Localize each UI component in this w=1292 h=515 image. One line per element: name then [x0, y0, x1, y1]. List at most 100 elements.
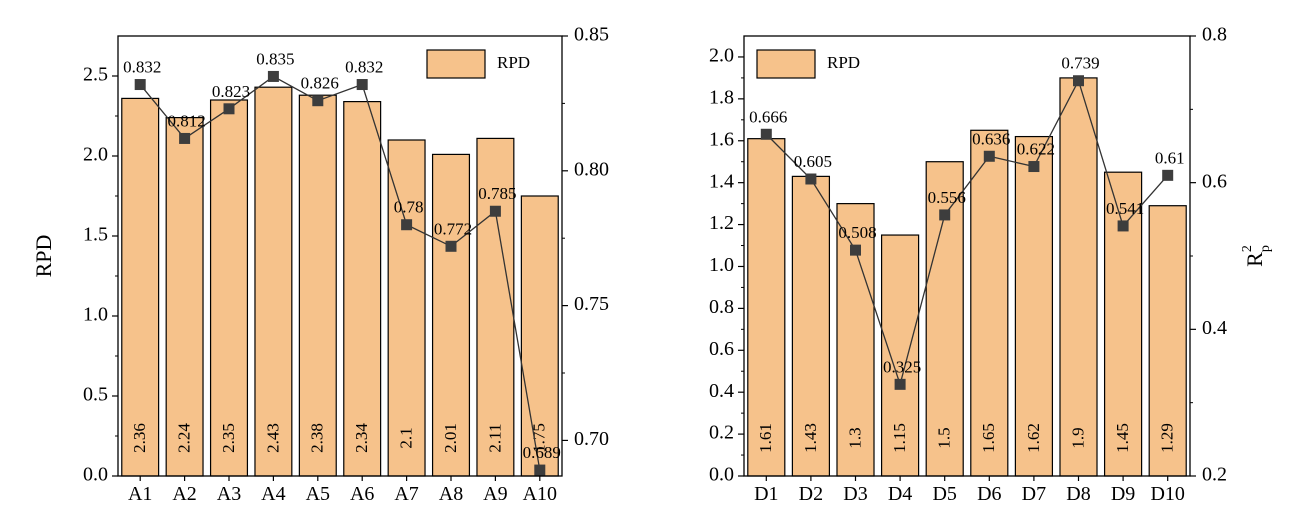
series-line: [139, 75, 541, 471]
legend-swatch: [756, 49, 816, 79]
bar-value-label: 2.38: [308, 423, 327, 453]
legend-label: RPD: [827, 53, 860, 72]
line-value-label: 0.508: [838, 223, 876, 242]
y-right-tick-label: 0.8: [1202, 24, 1227, 46]
line-marker: [1028, 161, 1040, 173]
bar: [209, 99, 249, 477]
plot-frame: [117, 35, 563, 477]
x-tick-label: A1: [128, 483, 152, 505]
bar: [1059, 77, 1098, 477]
bar-value-label: 1.75: [530, 423, 549, 453]
line-marker: [134, 79, 146, 91]
line-marker: [1117, 220, 1129, 232]
bar: [747, 138, 786, 477]
x-tick-label: D6: [977, 483, 1001, 505]
line-value-label: 0.823: [212, 82, 250, 101]
line-marker: [534, 464, 546, 476]
y-tick-label: 0.0: [709, 464, 734, 486]
bar: [121, 97, 160, 477]
line-value-label: 0.666: [749, 107, 787, 126]
bar-value-label: 2.11: [485, 423, 504, 452]
bar-value-label: 2.36: [130, 423, 149, 453]
y-tick-label: 0.8: [709, 296, 734, 318]
bar-value-label: 1.45: [1113, 423, 1132, 453]
y-right-axis-label-sub: p: [1258, 245, 1273, 252]
x-tick-label: D4: [888, 483, 912, 505]
line-marker: [983, 150, 995, 162]
line-marker: [894, 378, 906, 390]
y-tick-label: 0.6: [709, 338, 734, 360]
line-marker: [356, 79, 368, 91]
y-right-axis-label: R2 p: [1240, 245, 1273, 267]
line-marker: [267, 70, 279, 82]
x-tick-label: A2: [172, 483, 196, 505]
y-right-tick-label: 0.80: [574, 158, 609, 180]
bar-value-label: 2.34: [352, 423, 371, 453]
line-value-label: 0.78: [394, 198, 424, 217]
bar: [343, 100, 382, 477]
x-tick-label: D3: [843, 483, 867, 505]
line-value-label: 0.541: [1106, 199, 1144, 218]
x-tick-label: D8: [1066, 483, 1090, 505]
bar: [165, 116, 204, 477]
bar-value-label: 2.24: [175, 423, 194, 453]
y-axis-label: RPD: [31, 235, 56, 278]
bar-value-label: 1.29: [1158, 423, 1177, 453]
bar-value-label: 1.5: [935, 427, 954, 448]
bar: [520, 195, 559, 477]
bar-value-label: 1.9: [1068, 427, 1087, 448]
x-tick-label: A10: [523, 483, 557, 505]
bar-value-label: 2.1: [397, 427, 416, 448]
line-marker: [223, 103, 235, 115]
bar-value-label: 2.43: [263, 423, 282, 453]
y-tick-label: 0.2: [709, 422, 734, 444]
line-marker: [760, 128, 772, 140]
x-tick-label: D1: [754, 483, 778, 505]
line-value-label: 0.739: [1061, 54, 1099, 73]
line-marker: [489, 205, 501, 217]
y-tick-label: 2.5: [83, 64, 108, 86]
line-marker: [445, 240, 457, 252]
y-right-tick-label: 0.85: [574, 24, 609, 46]
y-right-tick-label: 0.75: [574, 293, 609, 315]
line-value-label: 0.785: [478, 184, 516, 203]
line-marker: [312, 95, 324, 107]
x-tick-label: D10: [1150, 483, 1184, 505]
bar-value-label: 1.65: [979, 423, 998, 453]
y-tick-label: 2.0: [709, 45, 734, 67]
line-value-label: 0.772: [434, 219, 472, 238]
bar: [1014, 135, 1054, 477]
y-right-tick-label: 0.2: [1202, 464, 1227, 486]
x-tick-label: A4: [261, 483, 285, 505]
bar-value-label: 2.01: [441, 423, 460, 453]
bar: [791, 175, 831, 477]
x-tick-label: A5: [306, 483, 330, 505]
y-right-tick-label: 0.70: [574, 428, 609, 450]
bar-value-label: 1.61: [756, 423, 775, 453]
line-marker: [805, 173, 817, 185]
y-tick-label: 1.5: [83, 224, 108, 246]
x-tick-label: A7: [394, 483, 418, 505]
line-value-label: 0.812: [167, 111, 205, 130]
y-tick-label: 1.8: [709, 86, 734, 108]
x-tick-label: A3: [217, 483, 241, 505]
y-right-tick-label: 0.6: [1202, 170, 1227, 192]
x-tick-label: A8: [439, 483, 463, 505]
bar: [254, 86, 293, 477]
legend: RPD: [426, 49, 530, 79]
x-tick-label: A6: [350, 483, 374, 505]
line-marker: [939, 209, 951, 221]
line-value-label: 0.636: [972, 129, 1010, 148]
line-value-label: 0.556: [928, 188, 966, 207]
line-value-label: 0.832: [345, 58, 383, 77]
y-tick-label: 1.2: [709, 212, 734, 234]
x-tick-label: A9: [483, 483, 507, 505]
line-value-label: 0.61: [1155, 148, 1185, 167]
y-right-axis-label-sup: 2: [1240, 245, 1255, 252]
bar: [387, 139, 426, 477]
line-value-label: 0.832: [123, 58, 161, 77]
line-value-label: 0.835: [256, 49, 294, 68]
series-line: [765, 79, 1169, 387]
line-value-label: 0.826: [301, 74, 339, 93]
